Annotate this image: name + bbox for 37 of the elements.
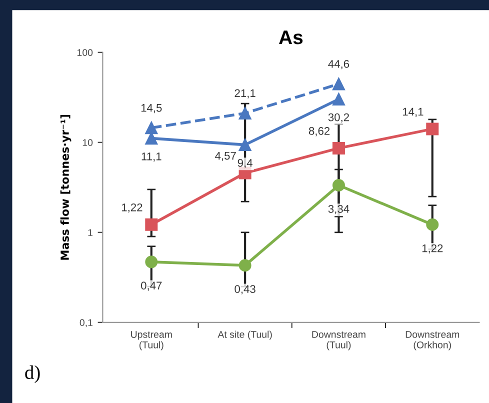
- data-label: 14,1: [402, 108, 424, 117]
- data-label: 1,22: [422, 244, 443, 254]
- y-tick-label: 10: [82, 139, 93, 146]
- y-tick-label: 100: [77, 49, 93, 56]
- data-label: 9,4: [238, 158, 252, 168]
- point: [238, 138, 252, 152]
- point: [332, 142, 345, 154]
- data-label: 11,1: [142, 152, 162, 162]
- y-tick-label: 0,1: [80, 319, 92, 328]
- chart-title: As: [279, 30, 303, 44]
- data-label: 3,34: [328, 204, 350, 214]
- text: d): [25, 365, 40, 383]
- x-tick-label: At site (Tuul): [218, 330, 272, 340]
- data-label: 21,1: [234, 89, 256, 98]
- point: [426, 122, 439, 136]
- data-label: 1,22: [122, 203, 142, 213]
- data-label: 14,5: [141, 104, 162, 114]
- point: [145, 122, 158, 134]
- point: [145, 218, 158, 231]
- x-tick-label: Upstream (Tuul): [131, 331, 172, 350]
- point: [238, 259, 252, 272]
- data-label: 30,2: [328, 113, 349, 123]
- x-tick-label: Downstream (Tuul): [312, 331, 366, 350]
- data-label: 4,57: [215, 152, 236, 162]
- y-tick-label: 1: [88, 229, 92, 236]
- y-axis-title: Mass flow [tonnes·yr⁻¹]: [60, 114, 72, 260]
- point: [426, 218, 439, 231]
- data-label: 8,62: [308, 127, 330, 136]
- point: [332, 179, 345, 192]
- data-label: 44,6: [328, 60, 350, 70]
- point: [332, 92, 345, 106]
- point: [332, 78, 345, 90]
- point: [145, 256, 158, 268]
- data-label: 0,47: [141, 282, 162, 291]
- point: [238, 106, 252, 120]
- x-tick-label: Downstream (Orkhon): [406, 331, 460, 350]
- data-label: 0,43: [234, 285, 256, 294]
